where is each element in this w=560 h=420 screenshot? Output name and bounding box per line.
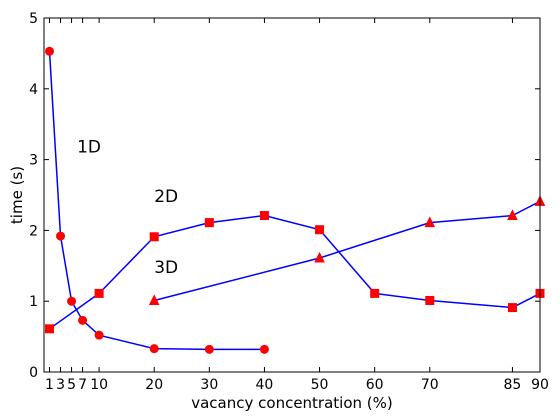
data-point	[78, 315, 88, 325]
y-axis-label: time (s)	[8, 166, 26, 224]
y-tick-label: 0	[29, 365, 38, 381]
series-layer	[45, 46, 546, 354]
data-point	[314, 251, 325, 263]
x-tick-label: 5	[67, 377, 76, 393]
x-tick-label: 70	[421, 377, 439, 393]
data-point	[56, 231, 66, 241]
series-triangle	[148, 195, 546, 305]
data-point	[315, 225, 325, 235]
series-annotation: 3D	[154, 258, 178, 278]
x-tick-label: 10	[90, 377, 108, 393]
x-tick-label: 85	[504, 377, 522, 393]
data-point	[94, 330, 104, 340]
series-annotation: 2D	[154, 187, 178, 207]
y-tick-label: 4	[29, 82, 38, 98]
x-tick-label: 50	[311, 377, 329, 393]
data-point	[149, 232, 159, 242]
data-point	[425, 295, 435, 305]
data-point	[204, 218, 214, 228]
data-point	[204, 344, 214, 354]
series-circle	[45, 46, 269, 354]
y-tick-label: 1	[29, 294, 38, 310]
x-tick-label: 3	[56, 377, 65, 393]
x-tick-label: 60	[366, 377, 384, 393]
data-point	[507, 303, 517, 313]
annotation-layer: 1D 2D 3D	[77, 138, 178, 278]
x-tick-label: 7	[78, 377, 87, 393]
series-annotation: 1D	[77, 138, 101, 158]
data-point	[507, 209, 518, 221]
x-axis-label: vacancy concentration (%)	[191, 394, 393, 412]
data-point	[149, 344, 159, 354]
data-point	[259, 211, 269, 221]
x-tick-label: 30	[200, 377, 218, 393]
data-point	[259, 344, 269, 354]
y-tick-label: 5	[29, 11, 38, 27]
x-tick-label: 90	[531, 377, 549, 393]
series-line	[48, 51, 265, 351]
x-tick-label: 20	[145, 377, 163, 393]
y-tick-label: 3	[29, 153, 38, 169]
data-point	[67, 296, 77, 306]
x-tick-label: 1	[45, 377, 54, 393]
data-point	[148, 294, 160, 305]
series-line	[49, 214, 541, 330]
x-tick-label: 40	[256, 377, 274, 393]
plot-frame	[43, 17, 541, 373]
data-point	[94, 288, 104, 298]
data-point	[370, 288, 380, 298]
data-point	[45, 46, 55, 56]
y-tick-label: 2	[29, 223, 38, 239]
data-point	[424, 216, 436, 228]
data-point	[45, 324, 55, 334]
